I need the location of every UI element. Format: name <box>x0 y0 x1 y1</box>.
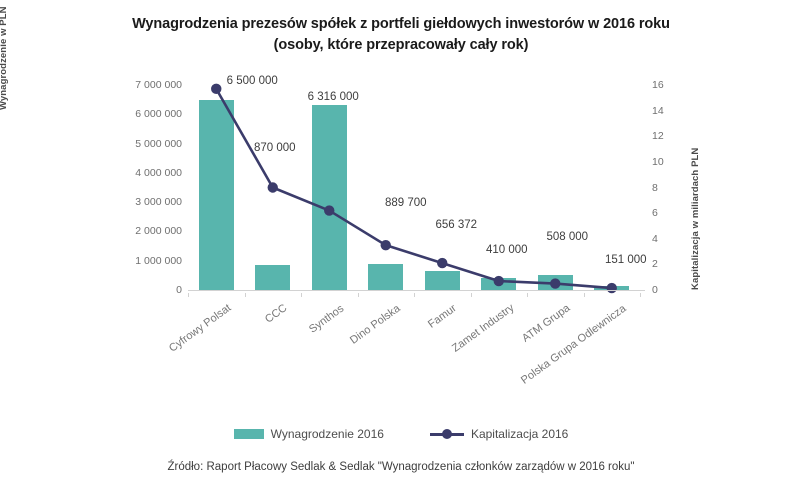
y-axis-right-tick-label: 16 <box>652 79 664 91</box>
legend-item-kapitalizacja[interactable]: Kapitalizacja 2016 <box>429 427 569 441</box>
data-label-2: 6 316 000 <box>307 91 359 104</box>
data-label-4: 656 372 <box>435 219 478 232</box>
line-marker-7[interactable] <box>606 282 617 294</box>
x-axis-tick <box>244 293 246 297</box>
category-label-7: Polska Grupa Odlewnicza <box>519 302 629 387</box>
category-label-2: Synthos <box>306 302 347 336</box>
bar-1[interactable] <box>255 264 291 290</box>
bar-4[interactable] <box>424 270 460 290</box>
line-marker-5[interactable] <box>493 275 504 287</box>
y-axis-left-tick-label: 2 000 000 <box>135 225 182 238</box>
data-label-7: 151 000 <box>604 253 647 266</box>
chart-legend: Wynagrodzenie 2016 Kapitalizacja 2016 <box>0 427 802 441</box>
legend-bar-swatch-icon <box>233 429 264 439</box>
legend-label-wynagrodzenie: Wynagrodzenie 2016 <box>270 427 384 441</box>
line-path <box>215 88 612 290</box>
x-axis-tick <box>583 293 585 297</box>
y-axis-left-tick-label: 5 000 000 <box>135 137 182 150</box>
category-label-5: Zamet Industry <box>449 301 517 355</box>
y-axis-right-tick-label: 2 <box>652 258 658 271</box>
category-label-0: Cyfrowy Polsat <box>167 301 234 355</box>
line-marker-0[interactable] <box>211 83 222 95</box>
legend-item-wynagrodzenie[interactable]: Wynagrodzenie 2016 <box>233 427 384 441</box>
y-axis-right-tick-label: 4 <box>652 232 658 245</box>
y-axis-left-tick-label: 4 000 000 <box>135 166 182 179</box>
data-label-5: 410 000 <box>485 243 528 256</box>
chart-title-line-1: Wynagrodzenia prezesów spółek z portfeli… <box>132 16 670 32</box>
y-axis-right-tick-label: 14 <box>652 104 664 117</box>
x-axis-tick <box>527 293 528 297</box>
y-axis-right-tick-label: 0 <box>652 284 658 296</box>
category-label-1: CCC <box>263 302 290 326</box>
y-axis-left-tick-label: 3 000 000 <box>135 196 182 209</box>
x-axis-tick <box>640 293 641 297</box>
y-axis-left-tick-label: 7 000 000 <box>135 79 182 91</box>
chart-source-note: Źródło: Raport Płacowy Sedlak & Sedlak "… <box>167 461 635 473</box>
chart-title-line-2: (osoby, które przepracowały cały rok) <box>273 37 529 54</box>
y-axis-left-title: Wynagrodzenie w PLN <box>0 6 9 110</box>
line-marker-3[interactable] <box>380 239 391 251</box>
line-marker-4[interactable] <box>437 257 448 269</box>
x-axis-line <box>188 290 645 291</box>
category-label-4: Famur <box>426 302 460 331</box>
data-label-1: 870 000 <box>253 141 296 154</box>
category-label-6: ATM Grupa <box>519 301 573 345</box>
x-axis-tick <box>301 293 302 297</box>
y-axis-left-tick-label: 1 000 000 <box>135 254 182 267</box>
y-axis-left: 0 1 000 000 2 000 000 3 000 000 4 000 000 5 0… <box>118 79 182 296</box>
line-marker-2[interactable] <box>324 205 335 216</box>
x-axis-tick <box>188 293 189 297</box>
y-axis-right-tick-label: 10 <box>652 155 664 168</box>
legend-label-kapitalizacja: Kapitalizacja 2016 <box>470 427 569 441</box>
y-axis-right-tick-label: 6 <box>652 207 658 220</box>
data-label-3: 889 700 <box>384 197 427 210</box>
x-axis-tick <box>414 293 415 297</box>
x-axis-tick <box>470 293 472 297</box>
bar-0[interactable] <box>198 99 234 290</box>
data-label-0: 6 500 000 <box>226 74 278 87</box>
data-label-6: 508 000 <box>546 231 589 244</box>
y-axis-right-tick-label: 8 <box>652 181 658 194</box>
line-marker-6[interactable] <box>550 278 561 289</box>
bar-3[interactable] <box>368 263 404 290</box>
chart-title: Wynagrodzenia prezesów spółek z portfeli… <box>101 14 701 56</box>
y-axis-right: 0 2 4 6 8 10 12 14 16 <box>652 79 682 296</box>
line-marker-1[interactable] <box>267 182 278 193</box>
y-axis-right-title: Kapitalizacja w miliardach PLN <box>690 147 701 290</box>
x-axis-tick <box>357 293 359 297</box>
y-axis-left-tick-label: 0 <box>176 284 182 296</box>
y-axis-left-tick-label: 6 000 000 <box>135 108 182 121</box>
y-axis-right-tick-label: 12 <box>652 130 664 143</box>
bar-2[interactable] <box>311 105 347 290</box>
category-label-3: Dino Polska <box>348 302 403 347</box>
plot-area <box>188 83 640 294</box>
capitalization-line-series <box>211 83 617 294</box>
legend-line-swatch-icon <box>429 429 464 439</box>
